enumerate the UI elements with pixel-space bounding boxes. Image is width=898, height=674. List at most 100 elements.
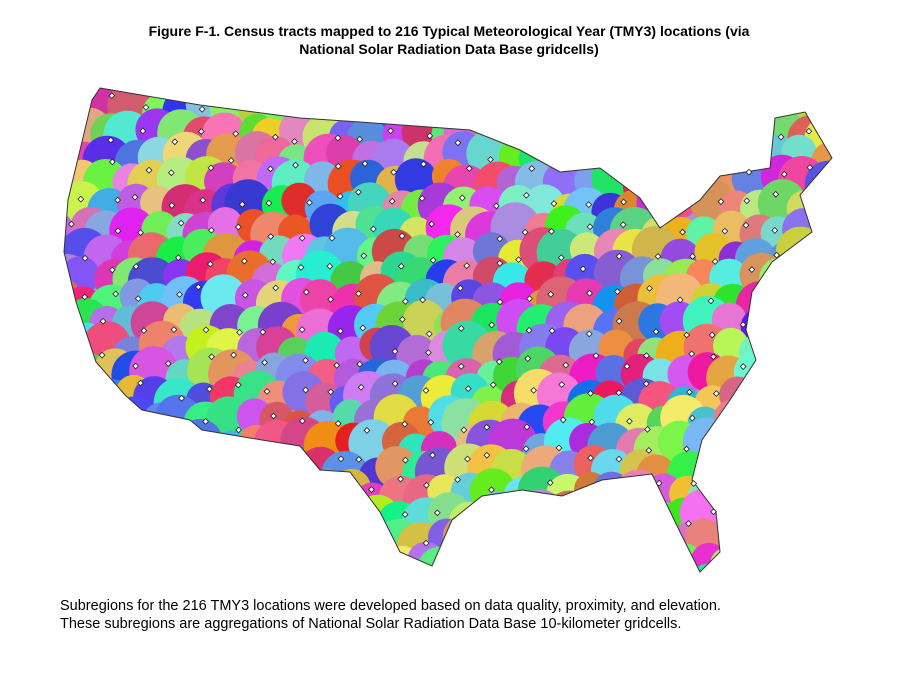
subregion — [64, 540, 112, 572]
subregion — [417, 546, 461, 572]
subregion — [230, 577, 265, 590]
subregion — [230, 539, 276, 572]
subregion — [670, 572, 705, 590]
subregion — [66, 498, 105, 536]
subregion — [565, 88, 607, 109]
site-marker — [739, 321, 747, 329]
subregion — [199, 471, 250, 522]
site-marker — [355, 188, 362, 196]
site-marker — [422, 539, 430, 547]
site-marker — [227, 157, 235, 164]
site-marker — [655, 479, 663, 487]
subregion — [178, 499, 225, 547]
site-marker — [489, 381, 497, 389]
site-marker — [418, 194, 426, 202]
subregion — [471, 88, 509, 123]
site-marker — [171, 138, 179, 146]
site-marker — [588, 418, 596, 426]
site-marker — [433, 509, 441, 517]
subregion — [767, 575, 804, 590]
site-marker — [524, 355, 532, 362]
site-marker — [108, 158, 116, 166]
site-marker — [454, 231, 461, 238]
site-marker — [168, 202, 176, 209]
site-marker — [177, 219, 185, 227]
subregion — [257, 450, 296, 489]
subregion — [759, 442, 808, 492]
subregion — [143, 553, 179, 572]
subregion — [207, 445, 254, 492]
site-marker — [685, 520, 692, 527]
subregion — [802, 303, 832, 354]
site-marker — [199, 196, 207, 204]
site-marker — [423, 481, 430, 489]
subregion — [64, 428, 105, 471]
site-marker — [207, 164, 215, 172]
site-marker — [456, 284, 464, 292]
subregion — [150, 447, 201, 497]
site-marker — [298, 417, 306, 425]
site-marker — [745, 168, 753, 176]
site-marker — [261, 359, 269, 366]
subregion — [738, 539, 788, 572]
site-marker — [420, 160, 427, 168]
subregion — [65, 404, 108, 447]
subregion — [665, 88, 702, 100]
site-marker — [267, 233, 275, 240]
subregion — [571, 505, 606, 541]
site-marker — [334, 162, 342, 170]
site-marker — [428, 220, 436, 228]
subregion — [64, 526, 74, 561]
subregion — [299, 491, 345, 537]
subregion — [566, 113, 614, 162]
subregion — [180, 447, 227, 494]
subregion — [776, 519, 825, 567]
subregion — [735, 452, 775, 492]
subregion — [691, 88, 732, 109]
site-marker — [619, 221, 627, 229]
site-marker — [585, 330, 593, 338]
site-marker — [525, 326, 533, 334]
site-marker — [131, 193, 139, 201]
site-marker — [707, 297, 715, 305]
subregion — [157, 474, 196, 512]
subregion — [115, 525, 153, 563]
subregion — [739, 493, 785, 539]
site-marker — [397, 475, 404, 483]
subregion — [64, 378, 89, 429]
subregion — [493, 545, 535, 572]
subregion — [713, 400, 750, 437]
subregion — [64, 471, 89, 516]
subregion — [64, 119, 85, 157]
site-marker — [550, 200, 558, 207]
subregion — [474, 568, 512, 572]
subregion — [328, 88, 371, 107]
site-marker — [164, 360, 172, 367]
subregion — [495, 88, 546, 115]
site-marker — [646, 284, 653, 292]
site-marker — [390, 168, 398, 176]
site-marker — [644, 425, 651, 433]
subregion — [456, 553, 492, 572]
site-marker — [548, 227, 555, 235]
subregion — [547, 490, 591, 534]
subregion — [706, 565, 754, 572]
site-marker — [688, 414, 696, 422]
subregion — [154, 497, 197, 539]
subregion — [709, 546, 747, 572]
subregion — [759, 257, 802, 301]
site-marker — [626, 417, 633, 425]
subregion — [448, 501, 490, 542]
site-marker — [269, 258, 277, 266]
site-marker — [145, 166, 153, 174]
site-marker — [108, 92, 116, 99]
subregion — [753, 543, 800, 572]
subregion — [263, 474, 299, 510]
subregion — [177, 418, 223, 464]
site-marker — [137, 229, 144, 237]
site-marker — [710, 508, 717, 516]
site-marker — [652, 328, 660, 336]
site-marker — [140, 327, 148, 335]
site-marker — [241, 291, 249, 299]
subregion — [615, 88, 664, 110]
